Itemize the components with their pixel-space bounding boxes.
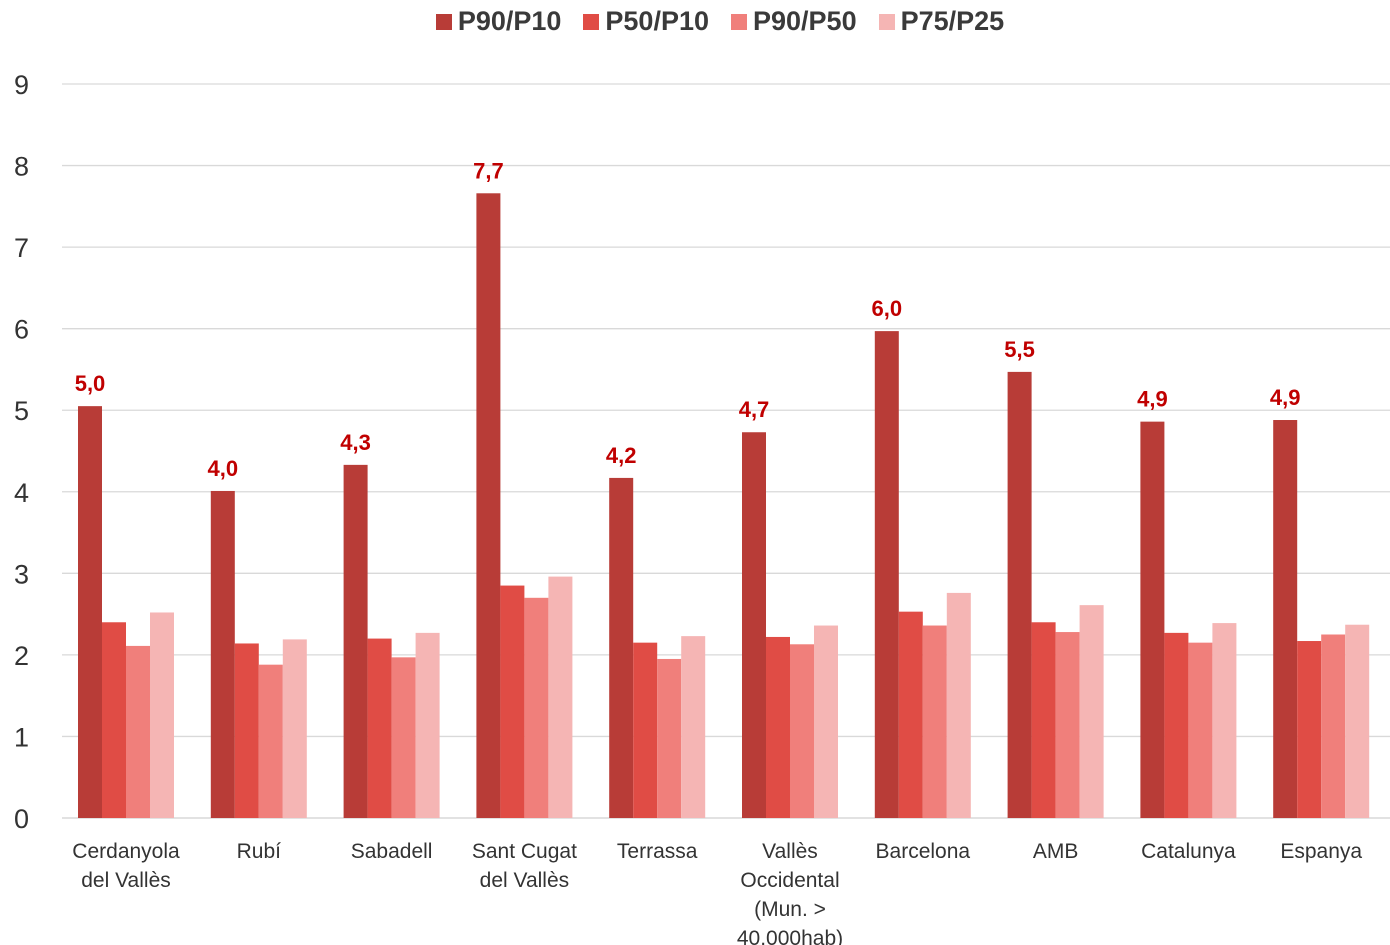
legend-swatch: [878, 13, 895, 30]
category-label-line: (Mun. >: [754, 898, 826, 921]
bar-p90-p50-2: [391, 657, 416, 818]
legend-item-p50-p10: P50/P10: [583, 6, 709, 37]
bar-p90-p10-1: [210, 490, 235, 818]
category-label-line: Barcelona: [876, 840, 971, 863]
category-label-line: Cerdanyola: [72, 840, 180, 863]
bar-p90-p50-0: [126, 645, 150, 818]
data-label: 7,7: [473, 158, 504, 183]
y-tick-label: 0: [14, 804, 29, 834]
y-tick-label: 6: [14, 315, 29, 345]
x-category-label: Sant Cugat del Vallès: [472, 840, 577, 892]
bar-p90-p50-4: [657, 658, 682, 818]
legend-item-p90-p10: P90/P10: [435, 6, 562, 37]
data-label: 6,0: [872, 296, 903, 321]
category-label-line: del Vallès: [480, 869, 570, 892]
data-label: 5,0: [75, 371, 106, 396]
bar-p50-p10-8: [1164, 632, 1189, 818]
y-tick-label: 8: [14, 152, 29, 182]
bar-p90-p10-5: [742, 432, 766, 818]
category-label-line: Sabadell: [351, 840, 433, 863]
bar-p90-p50-6: [922, 625, 947, 818]
bar-p90-p50-8: [1188, 642, 1213, 818]
category-label-line: AMB: [1033, 840, 1079, 863]
category-label-line: del Vallès: [81, 869, 171, 892]
bar-p90-p10-8: [1140, 421, 1165, 818]
data-label: 4,2: [606, 443, 637, 468]
bar-p75-p25-3: [548, 576, 573, 818]
category-label-line: Espanya: [1280, 840, 1362, 863]
y-tick-label: 4: [14, 478, 29, 508]
y-tick-label: 1: [14, 722, 29, 752]
bar-p50-p10-1: [234, 643, 259, 818]
category-label-line: Sant Cugat: [472, 840, 577, 863]
bar-p75-p25-0: [150, 612, 174, 818]
bar-p90-p50-5: [790, 644, 814, 818]
legend-label: P90/P10: [457, 6, 562, 36]
bar-p90-p10-2: [343, 464, 368, 818]
bar-p90-p10-0: [78, 406, 102, 818]
data-label: 4,9: [1137, 387, 1168, 412]
category-label-line: Vallès: [762, 840, 818, 863]
x-category-label: Cerdanyola del Vallès: [72, 840, 180, 892]
legend-item-p75-p25: P75/P25: [878, 6, 1005, 37]
legend-item-p90-p50: P90/P50: [731, 6, 857, 37]
legend-label: P75/P25: [900, 6, 1005, 36]
y-tick-label: 2: [14, 641, 29, 671]
bar-p50-p10-4: [633, 642, 658, 818]
bar-p75-p25-7: [1079, 605, 1104, 818]
bar-p75-p25-5: [814, 625, 838, 818]
bar-p75-p25-1: [282, 639, 307, 818]
legend-label: P50/P10: [605, 6, 709, 36]
bar-p75-p25-9: [1345, 624, 1370, 818]
data-label: 4,0: [208, 456, 239, 481]
bar-p50-p10-3: [500, 585, 525, 818]
bar-p90-p10-3: [476, 193, 501, 819]
bar-p75-p25-2: [415, 632, 440, 818]
bar-p90-p50-9: [1321, 634, 1346, 818]
bar-p90-p50-7: [1055, 632, 1080, 818]
bar-p90-p10-9: [1273, 420, 1298, 818]
category-label-line: Occidental: [740, 869, 839, 892]
y-tick-label: 7: [14, 233, 29, 263]
y-tick-label: 3: [14, 559, 29, 589]
x-category-label: Rubí: [237, 840, 282, 863]
bar-p90-p10-6: [874, 331, 899, 818]
bar-p75-p25-4: [681, 636, 706, 818]
bar-p90-p10-7: [1007, 371, 1032, 818]
x-category-label: Sabadell: [351, 840, 433, 863]
x-category-label: Vallès Occidental (Mun. > 40.000hab): [737, 840, 843, 945]
legend-swatch: [731, 13, 747, 30]
category-label-line: 40.000hab): [737, 927, 843, 945]
bar-p90-p50-3: [524, 597, 549, 818]
legend-swatch: [435, 13, 452, 30]
category-label-line: Terrassa: [617, 840, 698, 863]
category-label-line: Rubí: [237, 840, 282, 863]
x-category-label: Catalunya: [1141, 840, 1236, 863]
bar-p50-p10-5: [766, 636, 790, 818]
x-category-label: Barcelona: [876, 840, 971, 863]
bar-p90-p10-4: [609, 477, 634, 818]
bar-p50-p10-6: [898, 611, 923, 818]
y-tick-label: 5: [14, 396, 29, 426]
x-category-label: Terrassa: [617, 840, 698, 863]
data-label: 4,9: [1270, 385, 1301, 410]
data-label: 4,3: [340, 430, 371, 455]
data-label: 4,7: [739, 397, 770, 422]
bar-p50-p10-9: [1297, 641, 1322, 818]
x-category-label: Espanya: [1280, 840, 1362, 863]
y-tick-label: 9: [14, 70, 29, 100]
bar-p50-p10-2: [367, 638, 392, 818]
bar-p75-p25-8: [1212, 623, 1237, 818]
legend-swatch: [583, 13, 600, 30]
legend: P90/P10 P50/P10 P90/P50 P75/P25: [0, 6, 1390, 37]
data-label: 5,5: [1004, 337, 1035, 362]
category-label-line: Catalunya: [1141, 840, 1236, 863]
bar-p75-p25-6: [946, 592, 971, 818]
legend-label: P90/P50: [753, 6, 857, 36]
bar-p50-p10-0: [102, 622, 126, 818]
bar-p90-p50-1: [258, 664, 283, 818]
x-category-label: AMB: [1033, 840, 1079, 863]
bar-p50-p10-7: [1031, 622, 1056, 818]
